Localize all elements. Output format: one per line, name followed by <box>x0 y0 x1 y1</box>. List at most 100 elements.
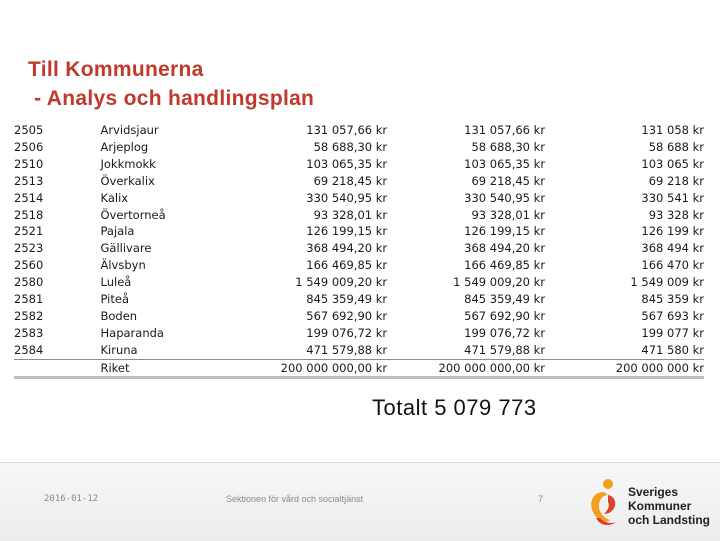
table-row: 2583 Haparanda 199 076,72 kr 199 076,72 kr 1… <box>14 325 704 342</box>
cell-municipality: Gällivare <box>100 241 152 256</box>
cell-value-1: 471 579,88 kr <box>306 342 388 357</box>
cell-value-3: 69 218 kr <box>648 173 704 188</box>
cell-code: 2583 <box>14 325 44 340</box>
cell-code: 2506 <box>14 139 44 154</box>
total-amount: Totalt 5 079 773 <box>372 395 537 420</box>
cell-value-3: 567 693 kr <box>641 308 704 323</box>
cell-value-2: 58 688,30 kr <box>471 139 546 154</box>
table-row: 2505 Arvidsjaur 131 057,66 kr 131 057,66 kr… <box>14 122 704 139</box>
logo-line-1: Sveriges <box>628 485 679 499</box>
table-row: 2581 Piteå 845 359,49 kr 845 359,49 kr 845 3… <box>14 291 704 308</box>
cell-value-2: 93 328,01 kr <box>471 207 546 222</box>
cell-value-3: 1 549 009 kr <box>630 275 704 290</box>
cell-municipality: Piteå <box>100 292 130 307</box>
title-line-1: Till Kommunerna <box>28 58 204 81</box>
table-total-row: Riket 200 000 000,00 kr 200 000 000,00 kr 2… <box>14 358 704 377</box>
cell-value-2: 126 199,15 kr <box>464 224 546 239</box>
cell-value-3: 330 541 kr <box>641 190 704 205</box>
footer-date: 2016-01-12 <box>44 494 99 504</box>
total-cell-municipality: Riket <box>100 358 252 377</box>
cell-value-1: 1 549 009,20 kr <box>295 275 388 290</box>
cell-municipality: Arjeplog <box>100 139 149 154</box>
total-cell-value-3: 200 000 000 kr <box>545 358 704 377</box>
table-row: 2521 Pajala 126 199,15 kr 126 199,15 kr 126 … <box>14 223 704 240</box>
cell-value-2: 368 494,20 kr <box>464 241 546 256</box>
cell-code: 2514 <box>14 190 44 205</box>
logo-line-2: Kommuner <box>628 499 692 513</box>
cell-value-3: 166 470 kr <box>641 258 704 273</box>
cell-code: 2513 <box>14 173 44 188</box>
cell-value-1: 93 328,01 kr <box>313 207 388 222</box>
cell-value-1: 166 469,85 kr <box>306 258 388 273</box>
cell-municipality: Jokkmokk <box>100 156 156 171</box>
cell-code: 2581 <box>14 292 44 307</box>
cell-value-2: 845 359,49 kr <box>464 292 546 307</box>
cell-value-3: 103 065 kr <box>641 156 704 171</box>
total-cell-value-2: 200 000 000,00 kr <box>387 358 546 377</box>
cell-value-1: 845 359,49 kr <box>306 292 388 307</box>
skl-logo-text: Sveriges Kommuner och Landsting <box>628 485 710 527</box>
cell-value-1: 131 057,66 kr <box>306 123 388 137</box>
table-row: 2518 Övertorneå 93 328,01 kr 93 328,01 kr 93… <box>14 207 704 224</box>
cell-value-2: 471 579,88 kr <box>464 342 546 357</box>
cell-municipality: Haparanda <box>100 325 164 340</box>
cell-value-2: 199 076,72 kr <box>464 325 546 340</box>
cell-value-1: 330 540,95 kr <box>306 190 388 205</box>
table-row: 2510 Jokkmokk 103 065,35 kr 103 065,35 kr 10… <box>14 156 704 173</box>
cell-municipality: Boden <box>100 308 138 323</box>
cell-value-3: 845 359 kr <box>641 292 704 307</box>
cell-value-3: 131 058 kr <box>641 123 704 137</box>
cell-municipality: Pajala <box>100 224 135 239</box>
cell-value-2: 103 065,35 kr <box>464 156 546 171</box>
cell-value-1: 199 076,72 kr <box>306 325 388 340</box>
cell-value-1: 368 494,20 kr <box>306 241 388 256</box>
skl-logo-icon <box>591 479 616 526</box>
data-table: 2505 Arvidsjaur 131 057,66 kr 131 057,66 kr… <box>14 122 704 377</box>
total-cell-value-1: 200 000 000,00 kr <box>251 358 388 377</box>
cell-code: 2521 <box>14 224 44 239</box>
logo-line-3: och Landsting <box>628 513 710 527</box>
allocation-table: 2505 Arvidsjaur 131 057,66 kr 131 057,66 kr… <box>14 122 704 377</box>
cell-municipality: Kiruna <box>100 342 138 357</box>
table-row: 2506 Arjeplog 58 688,30 kr 58 688,30 kr 58 6… <box>14 139 704 156</box>
cell-value-2: 1 549 009,20 kr <box>453 275 546 290</box>
title-line-2: - Analys och handlingsplan <box>28 87 315 110</box>
cell-municipality: Kalix <box>100 190 129 205</box>
cell-value-3: 471 580 kr <box>641 342 704 357</box>
cell-code: 2523 <box>14 241 44 256</box>
cell-code: 2582 <box>14 308 44 323</box>
cell-code: 2584 <box>14 342 44 357</box>
total-cell-code <box>14 358 101 377</box>
cell-value-1: 126 199,15 kr <box>306 224 388 239</box>
page-number: 7 <box>538 494 544 504</box>
slide-title: Till Kommunerna - Analys och handlingspl… <box>28 55 314 113</box>
cell-value-3: 58 688 kr <box>648 139 704 154</box>
cell-value-2: 131 057,66 kr <box>464 123 546 137</box>
cell-value-1: 58 688,30 kr <box>313 139 388 154</box>
cell-value-2: 330 540,95 kr <box>464 190 546 205</box>
cell-code: 2518 <box>14 207 44 222</box>
cell-value-2: 69 218,45 kr <box>471 173 546 188</box>
table-bottom-border <box>14 376 704 379</box>
cell-municipality: Övertorneå <box>100 207 166 222</box>
cell-value-3: 199 077 kr <box>641 325 704 340</box>
table-row: 2514 Kalix 330 540,95 kr 330 540,95 kr 330 5… <box>14 190 704 207</box>
cell-value-3: 368 494 kr <box>641 241 704 256</box>
cell-municipality: Luleå <box>100 275 132 290</box>
cell-code: 2580 <box>14 275 44 290</box>
table-row: 2523 Gällivare 368 494,20 kr 368 494,20 kr 3… <box>14 240 704 257</box>
cell-municipality: Arvidsjaur <box>100 123 159 137</box>
cell-value-1: 69 218,45 kr <box>313 173 388 188</box>
footer-section-name: Sektionen för vård och socialtjänst <box>226 494 364 504</box>
cell-value-3: 93 328 kr <box>648 207 704 222</box>
cell-value-2: 166 469,85 kr <box>464 258 546 273</box>
cell-code: 2505 <box>14 123 44 137</box>
table-row: 2580 Luleå 1 549 009,20 kr 1 549 009,20 kr 1… <box>14 274 704 291</box>
cell-value-1: 103 065,35 kr <box>306 156 388 171</box>
table-row: 2560 Älvsbyn 166 469,85 kr 166 469,85 kr 166… <box>14 257 704 274</box>
cell-code: 2560 <box>14 258 44 273</box>
table-row: 2582 Boden 567 692,90 kr 567 692,90 kr 567 6… <box>14 308 704 325</box>
table-row: 2584 Kiruna 471 579,88 kr 471 579,88 kr 471 … <box>14 342 704 359</box>
footer-bar <box>0 462 720 541</box>
cell-value-2: 567 692,90 kr <box>464 308 546 323</box>
